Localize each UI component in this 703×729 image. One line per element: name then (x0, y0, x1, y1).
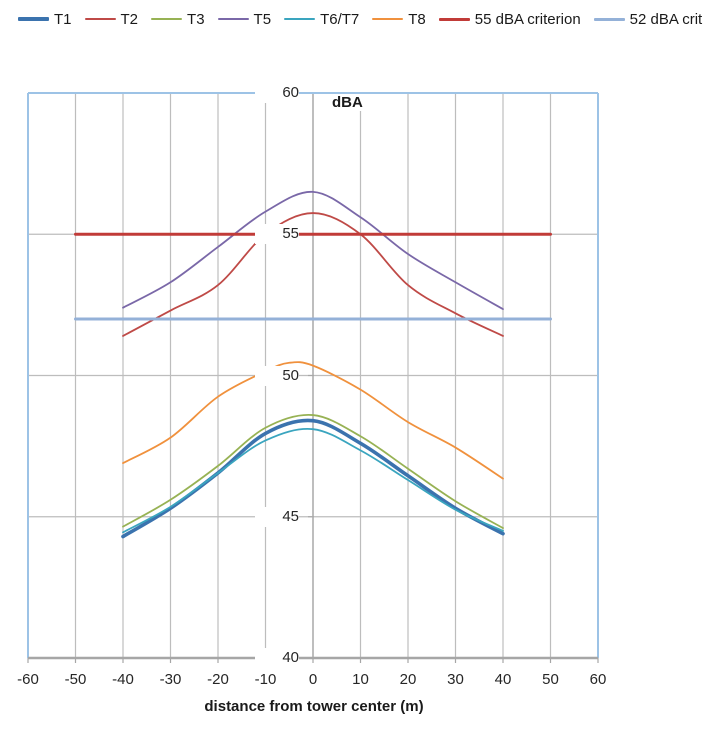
y-tick-label: 60 (255, 83, 299, 103)
x-tick-label: -30 (159, 671, 182, 688)
x-tick-label: -60 (17, 671, 39, 688)
legend-item-t6-t7: T6/T7 (284, 11, 359, 28)
legend-line-swatch (151, 18, 183, 20)
x-tick-label: -40 (112, 671, 134, 688)
y-tick-label: 45 (255, 506, 299, 527)
legend-item-t8: T8 (372, 11, 426, 28)
x-tick-label: 30 (447, 671, 464, 688)
x-tick-label: 40 (494, 671, 512, 688)
x-tick-label: 0 (308, 671, 318, 688)
y-tick-label: 55 (255, 224, 299, 245)
legend-item-t5: T5 (217, 10, 272, 28)
y-tick-label: 50 (255, 365, 299, 386)
legend-line-swatch (217, 18, 249, 20)
legend-item-55-dba-criterion: 55 dBA criterion (438, 10, 581, 28)
series-t8-line (122, 361, 504, 480)
x-tick-label: 20 (399, 671, 417, 688)
legend-line-swatch (372, 18, 404, 20)
x-tick-label: -10 (254, 671, 277, 688)
series-t6-t7-line (122, 427, 504, 534)
legend-item-t3: T3 (151, 11, 205, 28)
x-tick-label: 10 (352, 671, 369, 688)
x-tick-label: 60 (589, 671, 607, 688)
legend-label: T6/T7 (320, 10, 360, 28)
legend-line-swatch (18, 17, 49, 21)
series-t5-line (122, 190, 504, 311)
legend-item-t1: T1 (18, 11, 72, 28)
legend-label: T8 (408, 10, 426, 28)
legend-label: T1 (54, 10, 72, 28)
y-tick-label: 40 (255, 648, 299, 668)
chart-legend: T1 T2 T3 T5 T6/T7 T8 55 dBA criterion 52 dBA cr… (18, 8, 703, 30)
legend-line-swatch (284, 18, 316, 20)
x-tick-label: -50 (64, 671, 87, 688)
legend-label: T5 (253, 10, 272, 28)
legend-item-52-dba-crit: 52 dBA crit (593, 10, 703, 28)
legend-line-swatch (438, 17, 470, 21)
legend-label: 52 dBA crit (629, 10, 703, 28)
y-axis-unit-label: dBA (329, 94, 366, 111)
legend-label: 55 dBA criterion (474, 10, 581, 28)
legend-line-swatch (593, 17, 625, 21)
legend-item-t2: T2 (84, 10, 139, 28)
series-t3-line (122, 413, 504, 529)
x-axis-title: distance from tower center (m) (204, 698, 424, 715)
legend-line-swatch (84, 18, 116, 20)
x-tick-label: -20 (207, 671, 229, 688)
series-t1-line (121, 418, 505, 539)
legend-label: T3 (187, 10, 205, 28)
series-t2-line (122, 212, 504, 337)
legend-label: T2 (120, 10, 139, 28)
x-tick-label: 50 (542, 671, 559, 688)
